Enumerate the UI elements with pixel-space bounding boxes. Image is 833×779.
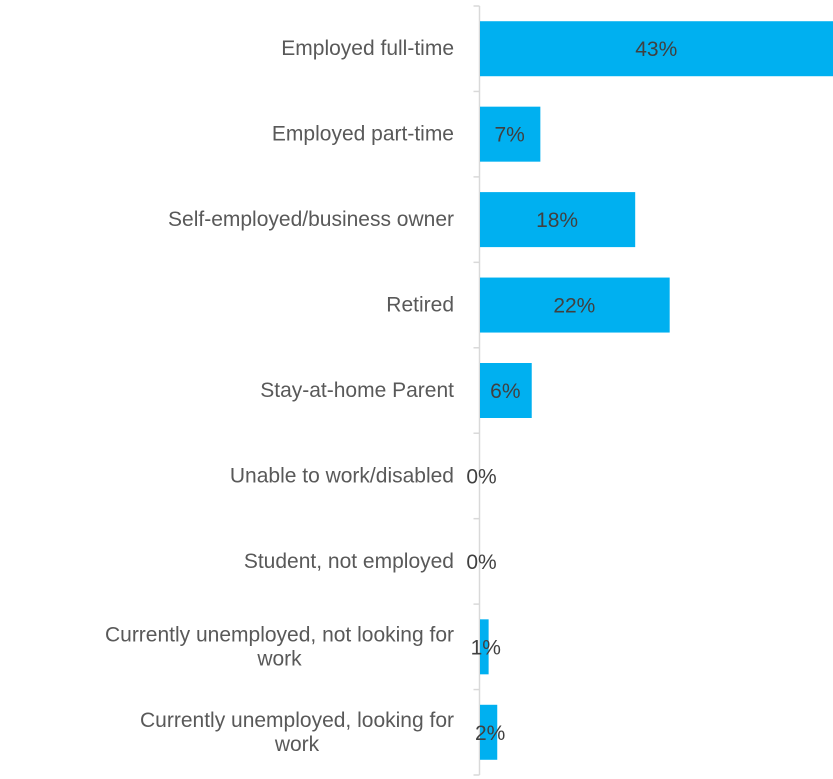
value-label: 0% [466,465,496,488]
value-label: 43% [635,38,677,61]
category-label: Employed part-time [272,123,454,146]
bar [480,106,541,162]
category-label: Unable to work/disabled [230,464,454,487]
value-label: 6% [490,380,520,403]
category-label: Stay-at-home Parent [260,379,454,402]
value-label: 0% [466,551,496,574]
category-label: Self-employed/business owner [168,208,454,231]
category-label: work [274,733,320,756]
value-labels: 43% 7% 18% 22% 6% 0% 0% 1% 2% [466,38,677,745]
value-label: 7% [494,124,524,147]
bar [480,21,833,77]
bar [480,363,532,418]
value-label: 22% [553,295,595,318]
category-label: Employed full-time [281,37,454,60]
category-label: Currently unemployed, looking for [140,709,454,732]
value-label: 1% [471,636,501,659]
category-label: Student, not employed [244,550,454,573]
value-label: 18% [536,209,578,232]
category-label: work [256,647,302,670]
bar [480,704,498,760]
bar [480,192,636,248]
bar [480,277,670,333]
bar [480,619,489,675]
value-label: 2% [475,722,505,745]
category-labels: Employed full-time Employed part-time Self… [105,37,454,756]
axis-ticks [473,5,480,776]
category-label: Currently unemployed, not looking for [105,623,454,646]
category-label: Retired [386,294,454,317]
bars-group [480,21,833,760]
